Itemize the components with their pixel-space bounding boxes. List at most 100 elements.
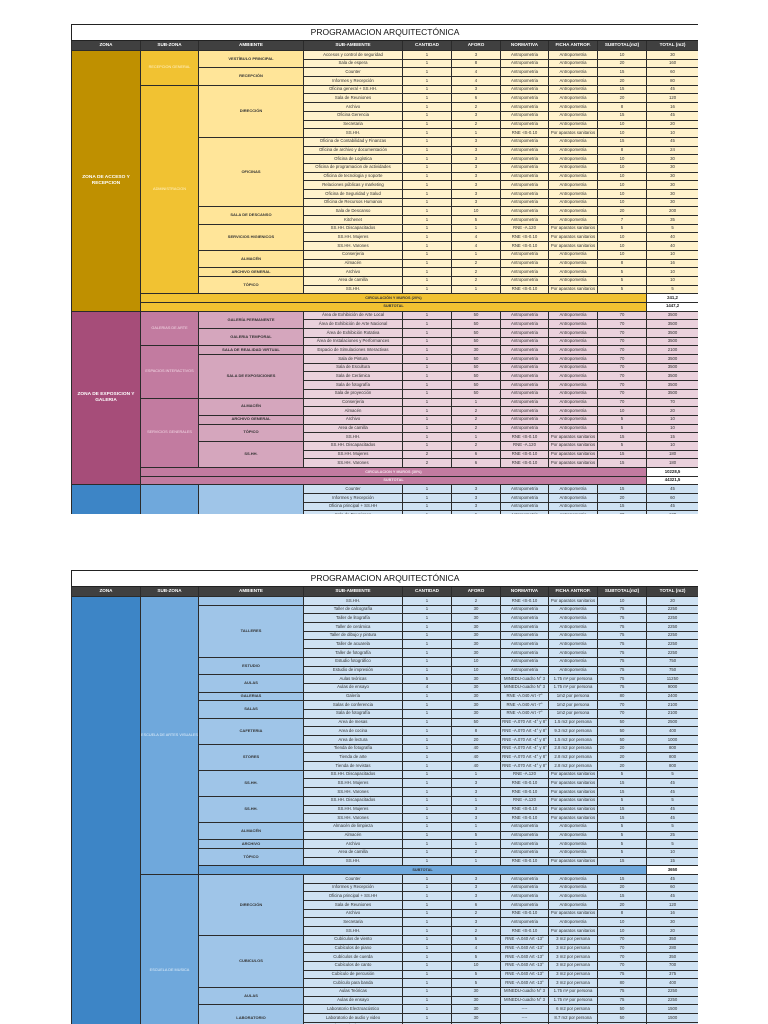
table-row: ESCUELA DE ARTES VISUALES SS.HH. 1 2 RNE -IS… bbox=[71, 595, 698, 1024]
cantidad-cell: 1 bbox=[402, 249, 452, 260]
total-cell: 180 bbox=[645, 449, 698, 460]
sub-ambiente-cell: Espacio de Simulaciones Interactivas bbox=[303, 345, 403, 356]
normativa-cell: Antropometria bbox=[500, 50, 549, 60]
cantidad-cell: 1 bbox=[402, 717, 452, 728]
subtotal-cell: 20 bbox=[597, 882, 647, 893]
table-row: LABORATORIO Laboratorio Electroacústico 1 3… bbox=[72, 1004, 698, 1024]
subtotal-cell: 70 bbox=[597, 960, 647, 971]
sub-ambiente-cell: Taller de dibujo y pintura bbox=[303, 630, 403, 641]
ficha-antropometrica-cell: Antropometria bbox=[548, 388, 598, 399]
header-row: ZONA SUB-ZONA AMBIENTE SUB-AMBIENTE CANTIDAD… bbox=[71, 40, 698, 51]
subtotal-cell: 5 bbox=[597, 769, 647, 780]
subtotal-cell: 70 bbox=[597, 397, 647, 408]
ficha-antropometrica-cell: 1.5 m2 por persona bbox=[548, 735, 598, 745]
total-cell: 10 bbox=[645, 249, 698, 260]
ambiente-cell: STORES bbox=[198, 743, 304, 771]
subtotal-cell: 75 bbox=[597, 969, 647, 980]
total-cell: 2250 bbox=[645, 986, 698, 997]
total-cell: 2250 bbox=[645, 995, 698, 1006]
subtotal-cell: 10 bbox=[597, 154, 647, 164]
subtotal-cell: 10 bbox=[597, 406, 647, 416]
normativa-cell: RNE -IS-0.10 bbox=[500, 908, 549, 919]
cantidad-cell: 1 bbox=[402, 700, 452, 710]
sub-ambiente-cell: Laboratorio Electroacústico bbox=[303, 1004, 403, 1014]
ficha-antropometrica-cell: 1.5 m2 por persona bbox=[548, 717, 598, 728]
total-cell: 24 bbox=[645, 145, 698, 156]
table-row: Archivo 1 2 Antropometria Antropometria 8 16 bbox=[72, 102, 698, 112]
normativa-cell: Antropometria bbox=[500, 275, 549, 286]
total-cell: 180 bbox=[645, 458, 698, 468]
total-cell: 30 bbox=[645, 162, 698, 173]
column-header: ZONA bbox=[71, 40, 141, 51]
total-cell: 2250 bbox=[645, 622, 698, 632]
sub-ambiente-cell: Oficina principal + SS.HH bbox=[303, 501, 403, 512]
aforo-cell: 50 bbox=[451, 362, 501, 373]
table-row: SERVICIOS GENERALES ALMACÉN Conserjeria 1 1 A… bbox=[72, 397, 698, 468]
sub-ambiente-cell: Sala de proyección bbox=[303, 388, 403, 399]
cantidad-cell: 1 bbox=[402, 934, 452, 945]
aforo-cell: 30 bbox=[451, 674, 501, 684]
ficha-antropometrica-cell: Por aparatos sanitarios bbox=[548, 804, 598, 815]
sub-ambiente-cell: Almacén bbox=[303, 258, 403, 269]
cantidad-cell: 1 bbox=[402, 93, 452, 104]
subtotal-value: 1447,2 bbox=[645, 301, 698, 312]
total-cell: 16 bbox=[645, 258, 698, 269]
sub-ambiente-cell: Área de Instalaciones y Performances bbox=[303, 336, 403, 347]
ambiente-cell: AULAS bbox=[198, 674, 304, 693]
ambiente-cell: ESTUDIO bbox=[198, 656, 304, 676]
total-cell: 45 bbox=[645, 484, 698, 495]
ficha-antropometrica-cell: Antropometria bbox=[548, 102, 598, 112]
sub-ambiente-cell: SS.HH. Mujeres bbox=[303, 778, 403, 789]
total-cell: 5 bbox=[645, 769, 698, 780]
ficha-antropometrica-cell: Antropometria bbox=[548, 267, 598, 277]
normativa-cell: RNE -A.040 Art -7° bbox=[500, 708, 549, 719]
subtotal-cell: 75 bbox=[597, 648, 647, 658]
ambiente-cell: TALLERES bbox=[198, 604, 304, 658]
normativa-cell: Antropometria bbox=[500, 630, 549, 641]
total-cell: 20 bbox=[645, 406, 698, 416]
column-header: TOTAL (m2) bbox=[645, 40, 698, 51]
normativa-cell: Antropometria bbox=[500, 215, 549, 225]
sub-ambiente-cell: Cubículo de percusión bbox=[303, 969, 403, 980]
aforo-cell: 1 bbox=[451, 397, 501, 408]
sub-ambiente-cell: Aulas Teóricas bbox=[303, 986, 403, 997]
subtotal-cell: 10 bbox=[597, 128, 647, 138]
normativa-cell: Antropometria bbox=[500, 847, 549, 858]
sub-ambiente-cell: Area de camilla bbox=[303, 847, 403, 858]
ficha-antropometrica-cell: Antropometria bbox=[548, 275, 598, 286]
column-header: FICHA ANTROP. bbox=[548, 586, 598, 597]
total-cell: 30 bbox=[645, 171, 698, 182]
cantidad-cell: 1 bbox=[402, 926, 452, 936]
aforo-cell: 1 bbox=[451, 795, 501, 806]
cantidad-cell: 1 bbox=[402, 743, 452, 754]
ficha-antropometrica-cell: Antropometria bbox=[548, 622, 598, 632]
sub-ambiente-cell: Relaciones públicas y marketing bbox=[303, 180, 403, 190]
aforo-cell: 3 bbox=[451, 180, 501, 190]
subtotal-label: SUBTOTAL bbox=[140, 301, 647, 312]
subtotal-cell: 8 bbox=[597, 258, 647, 269]
cantidad-cell: 1 bbox=[402, 354, 452, 364]
subzone-cell: RECEPCION GENERAL bbox=[140, 50, 199, 86]
total-cell: 120 bbox=[645, 93, 698, 104]
normativa-cell: RNE -A.120 bbox=[500, 223, 549, 234]
cantidad-cell: 1 bbox=[402, 917, 452, 928]
aforo-cell: 3 bbox=[451, 136, 501, 147]
sub-ambiente-cell: Oficina de Seguridad y Salud bbox=[303, 189, 403, 199]
subtotal-cell: 75 bbox=[597, 674, 647, 684]
total-cell: 200 bbox=[645, 206, 698, 217]
sub-ambiente-cell: Tienda de revistas bbox=[303, 761, 403, 771]
cantidad-cell: 1 bbox=[402, 726, 452, 736]
ficha-antropometrica-cell: Antropometria bbox=[548, 371, 598, 382]
cantidad-cell: 1 bbox=[402, 406, 452, 416]
cantidad-cell: 1 bbox=[402, 319, 452, 329]
aforo-cell: 2 bbox=[451, 414, 501, 425]
table-row: SUBTOTAL 44321,5 bbox=[72, 475, 698, 486]
subtotal-cell: 15 bbox=[597, 501, 647, 512]
ficha-antropometrica-cell: Por aparatos sanitarios bbox=[548, 458, 598, 468]
subtotal-cell: 50 bbox=[597, 735, 647, 745]
table-row: AULAS Aulas teóricas 5 30 MINEDU-cuadro N° 3… bbox=[72, 674, 698, 693]
total-cell: 30 bbox=[645, 197, 698, 208]
sub-ambiente-cell: Sala de Cerámica bbox=[303, 371, 403, 382]
subzone-cell: ESCUELA DE MUSICA bbox=[140, 873, 199, 1024]
normativa-cell: Antropometria bbox=[500, 67, 549, 78]
